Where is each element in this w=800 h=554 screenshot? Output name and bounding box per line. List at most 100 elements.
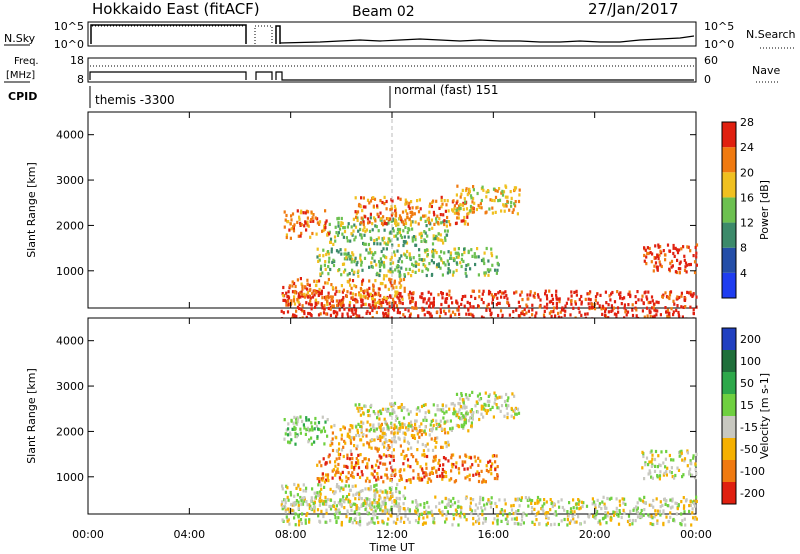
velocity-echo-cell [314,416,317,421]
velocity-echo-cell [650,460,653,464]
power-colorbar-segment [722,147,736,173]
velocity-echo-cell [594,506,597,510]
power-echo-cell [479,202,482,206]
power-echo-cell [610,309,613,313]
power-echo-cell [570,294,573,298]
velocity-echo-cell [516,407,520,411]
power-echo-cell [672,310,675,314]
velocity-echo-cell [512,511,515,516]
velocity-echo-cell [484,480,487,484]
power-echo-cell [640,298,643,302]
power-echo-cell [327,291,330,295]
power-echo-cell [413,212,416,216]
power-echo-cell [411,269,414,273]
velocity-echo-cell [324,520,327,524]
power-colorbar-tick: 16 [740,191,754,204]
power-echo-cell [398,270,401,274]
velocity-echo-cell [424,444,427,448]
velocity-echo-cell [387,509,391,513]
power-echo-cell [347,251,350,255]
power-echo-cell [486,268,489,272]
power-echo-cell [311,295,315,299]
power-echo-cell [322,254,325,258]
velocity-echo-cell [591,502,594,506]
power-echo-cell [285,291,288,295]
power-echo-cell [666,243,670,247]
power-echo-cell [429,312,432,316]
power-echo-cell [370,261,373,265]
power-echo-cell [387,217,390,221]
velocity-echo-cell [377,465,380,469]
velocity-echo-cell [303,496,306,500]
power-echo-cell [346,225,349,229]
velocity-echo-cell [406,408,409,412]
power-echo-cell [641,309,644,313]
velocity-echo-cell [645,456,649,460]
velocity-echo-cell [481,480,484,484]
power-echo-cell [311,231,314,236]
power-echo-cell [448,289,451,293]
power-echo-cell [483,251,486,255]
velocity-echo-cell [390,454,393,458]
power-echo-cell [375,225,378,229]
velocity-echo-cell [615,497,618,501]
velocity-echo-cell [450,428,453,432]
velocity-echo-cell [658,474,662,478]
power-echo-cell [397,196,400,200]
power-echo-cell [325,219,328,223]
power-echo-cell [359,256,362,260]
power-echo-cell [326,299,329,303]
velocity-echo-cell [297,500,300,504]
power-echo-cell [372,216,376,220]
nsky-tick-bottom: 10^0 [54,38,84,51]
power-echo-cell [404,307,407,311]
velocity-echo-cell [352,475,355,479]
power-echo-cell [316,279,319,284]
power-echo-cell [558,300,561,304]
power-echo-cell [406,212,409,216]
power-echo-cell [416,205,419,209]
power-echo-cell [666,308,670,312]
velocity-echo-cell [422,516,425,520]
velocity-echo-cell [370,506,373,510]
velocity-echo-cell [658,477,661,481]
power-echo-cell [657,243,660,247]
velocity-echo-cell [330,440,333,444]
power-echo-cell [336,233,340,237]
velocity-echo-cell [385,454,388,458]
velocity-echo-cell [308,506,311,510]
power-echo-cell [452,209,455,213]
velocity-echo-cell [317,494,321,498]
power-echo-cell [575,289,578,293]
velocity-echo-cell [325,478,328,482]
velocity-echo-cell [402,462,405,466]
power-echo-cell [351,279,355,283]
velocity-echo-cell [444,431,447,435]
velocity-echo-cell [403,520,406,524]
velocity-echo-cell [294,442,297,446]
velocity-echo-cell [392,403,395,408]
velocity-echo-cell [431,427,434,431]
power-echo-cell [646,297,649,301]
power-echo-cell [299,295,302,299]
power-echo-cell [556,297,560,301]
power-echo-cell [527,297,530,301]
power-echo-cell [466,193,469,197]
power-echo-cell [362,196,365,200]
power-echo-cell [645,306,649,310]
power-echo-cell [510,196,513,200]
power-echo-cell [623,303,626,307]
power-echo-cell [529,293,532,297]
velocity-echo-cell [396,416,399,420]
velocity-echo-cell [427,505,430,509]
power-echo-cell [397,296,400,300]
power-echo-cell [447,262,450,266]
velocity-echo-cell [610,518,613,522]
velocity-echo-cell [283,418,286,422]
velocity-echo-cell [297,503,300,508]
power-echo-cell [421,292,424,296]
power-echo-cell [521,310,524,314]
power-echo-cell [281,292,284,296]
velocity-echo-cell [531,510,534,514]
velocity-echo-cell [358,492,361,496]
